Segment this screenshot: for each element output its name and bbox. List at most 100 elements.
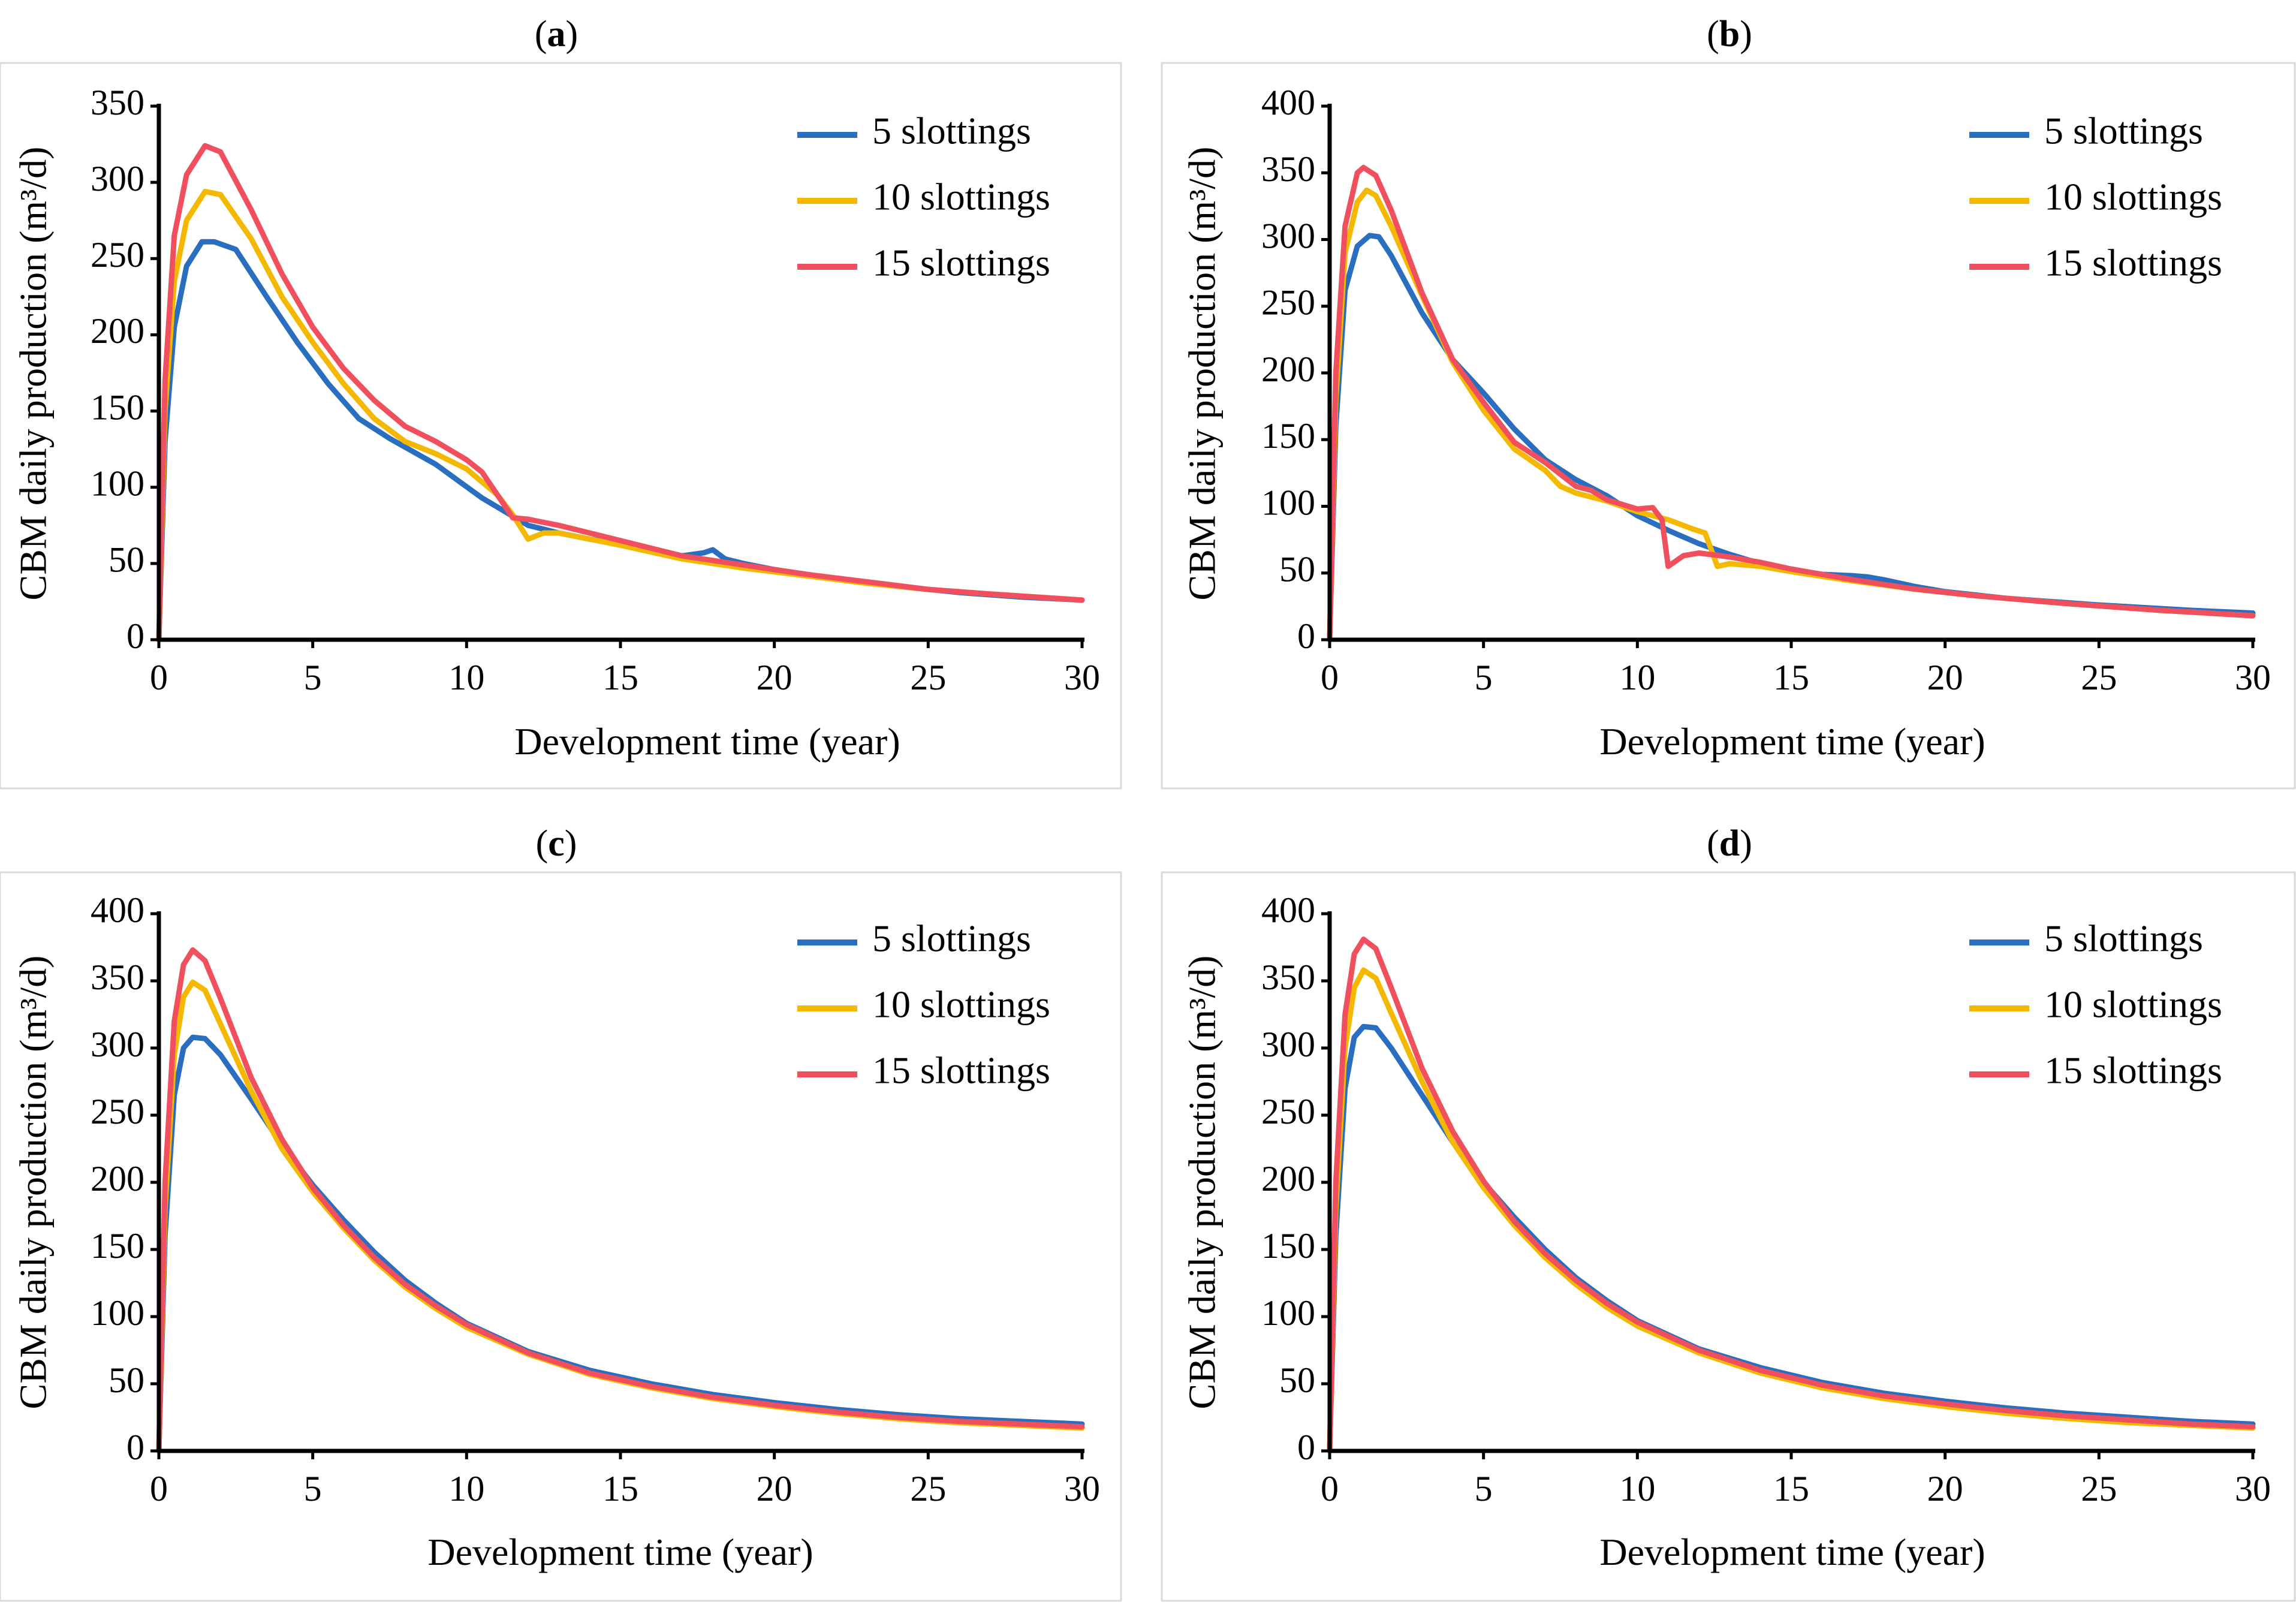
- y-tick-label: 50: [1279, 1360, 1315, 1400]
- panel-border: [1161, 62, 2296, 790]
- series-line-15-slottings: [156, 143, 1085, 643]
- x-tick-label: 5: [1475, 658, 1493, 697]
- x-tick-label: 20: [757, 1469, 793, 1508]
- y-tick-label: 150: [91, 1226, 144, 1266]
- legend-label: 10 slottings: [2044, 983, 2222, 1026]
- legend-label: 15 slottings: [872, 242, 1050, 284]
- x-tick-label: 25: [910, 658, 946, 697]
- y-tick-label: 200: [91, 311, 144, 351]
- y-tick-label: 100: [91, 463, 144, 503]
- y-tick-label: 150: [1261, 1226, 1315, 1266]
- y-tick-label: 200: [1261, 1159, 1315, 1199]
- x-axis-title: Development time (year): [1599, 720, 1985, 763]
- y-tick-label: 100: [1261, 483, 1315, 522]
- y-tick-label: 350: [1261, 149, 1315, 189]
- y-tick-label: 100: [1261, 1293, 1315, 1333]
- legend: 5 slottings 10 slottings 15 slottings: [1969, 110, 2222, 284]
- x-tick-label: 15: [602, 658, 638, 697]
- y-tick-label: 300: [91, 159, 144, 198]
- legend-label: 5 slottings: [872, 917, 1031, 960]
- panel-border: [0, 871, 1122, 1602]
- legend: 5 slottings 10 slottings 15 slottings: [797, 917, 1050, 1092]
- x-axis-title: Development time (year): [514, 720, 900, 763]
- x-tick-label: 20: [1927, 1469, 1963, 1508]
- panel-label: (c): [536, 823, 577, 864]
- y-axis-title: CBM daily production (m³/d): [1181, 956, 1224, 1410]
- x-tick-label: 25: [910, 1469, 946, 1508]
- y-tick-label: 400: [1261, 890, 1315, 930]
- legend: 5 slottings 10 slottings 15 slottings: [797, 110, 1050, 284]
- legend-label: 15 slottings: [2044, 242, 2222, 284]
- y-tick-label: 250: [1261, 283, 1315, 323]
- x-tick-label: 5: [304, 1469, 322, 1508]
- y-tick-label: 0: [126, 1428, 144, 1467]
- y-tick-label: 300: [1261, 216, 1315, 255]
- chart-panel-d: (d)0 5 10 15 20 25 30050100150200250300350400D…: [1161, 823, 2296, 1602]
- x-axis-title: Development time (year): [1599, 1531, 1985, 1573]
- x-tick-label: 10: [1619, 658, 1655, 697]
- chart-panel-a: (a)0 5 10 15 20 25 30050100150200250300350Deve…: [0, 14, 1122, 790]
- x-tick-label: 10: [448, 658, 484, 697]
- panel-label: (d): [1707, 823, 1752, 864]
- y-tick-label: 50: [109, 1360, 144, 1400]
- x-tick-label: 20: [757, 658, 793, 697]
- x-axis-title: Development time (year): [427, 1531, 813, 1573]
- legend-label: 5 slottings: [2044, 917, 2203, 960]
- x-tick-label: 0: [150, 658, 168, 697]
- chart-panel-b: (b)0 5 10 15 20 25 30050100150200250300350400D…: [1161, 14, 2296, 790]
- x-tick-label: 0: [150, 1469, 168, 1508]
- legend-label: 10 slottings: [872, 176, 1050, 218]
- y-tick-label: 350: [1261, 957, 1315, 997]
- panel-label: (b): [1707, 14, 1752, 55]
- x-tick-label: 20: [1927, 658, 1963, 697]
- y-tick-label: 300: [1261, 1025, 1315, 1064]
- legend: 5 slottings 10 slottings 15 slottings: [1969, 917, 2222, 1092]
- legend-label: 5 slottings: [872, 110, 1031, 152]
- panel-label: (a): [535, 14, 578, 55]
- y-tick-label: 50: [109, 540, 144, 580]
- series-line-15-slottings: [156, 947, 1085, 1454]
- x-tick-label: 15: [602, 1469, 638, 1508]
- y-tick-label: 0: [1297, 616, 1315, 656]
- x-tick-label: 10: [448, 1469, 484, 1508]
- x-tick-label: 25: [2081, 658, 2117, 697]
- y-tick-label: 400: [91, 890, 144, 930]
- y-tick-label: 200: [1261, 350, 1315, 389]
- x-tick-label: 5: [304, 658, 322, 697]
- y-tick-label: 200: [91, 1159, 144, 1199]
- legend-label: 10 slottings: [872, 983, 1050, 1026]
- y-tick-label: 350: [91, 83, 144, 122]
- series-line-15-slottings: [1327, 164, 2256, 643]
- y-tick-label: 400: [1261, 83, 1315, 122]
- series-line-15-slottings: [1327, 936, 2256, 1454]
- chart-panel-c: (c)0 5 10 15 20 25 30050100150200250300350400D…: [0, 823, 1122, 1602]
- x-tick-label: 30: [1064, 1469, 1100, 1508]
- legend-label: 15 slottings: [2044, 1049, 2222, 1092]
- x-tick-label: 0: [1321, 1469, 1339, 1508]
- y-tick-label: 0: [126, 616, 144, 656]
- y-axis-title: CBM daily production (m³/d): [12, 147, 55, 601]
- x-tick-label: 15: [1773, 658, 1809, 697]
- y-axis-title: CBM daily production (m³/d): [12, 956, 55, 1410]
- x-tick-label: 15: [1773, 1469, 1809, 1508]
- x-tick-label: 30: [1064, 658, 1100, 697]
- y-tick-label: 100: [91, 1293, 144, 1333]
- y-tick-label: 150: [91, 387, 144, 427]
- x-tick-label: 25: [2081, 1469, 2117, 1508]
- y-tick-label: 250: [91, 1092, 144, 1131]
- y-tick-label: 300: [91, 1025, 144, 1064]
- y-axis-title: CBM daily production (m³/d): [1181, 147, 1224, 601]
- y-tick-label: 250: [91, 235, 144, 275]
- y-tick-label: 250: [1261, 1092, 1315, 1131]
- y-tick-label: 350: [91, 957, 144, 997]
- y-tick-label: 150: [1261, 416, 1315, 456]
- legend-label: 10 slottings: [2044, 176, 2222, 218]
- x-tick-label: 30: [2235, 1469, 2271, 1508]
- y-tick-label: 0: [1297, 1428, 1315, 1467]
- x-tick-label: 5: [1475, 1469, 1493, 1508]
- x-tick-label: 10: [1619, 1469, 1655, 1508]
- x-tick-label: 30: [2235, 658, 2271, 697]
- legend-label: 15 slottings: [872, 1049, 1050, 1092]
- y-tick-label: 50: [1279, 550, 1315, 589]
